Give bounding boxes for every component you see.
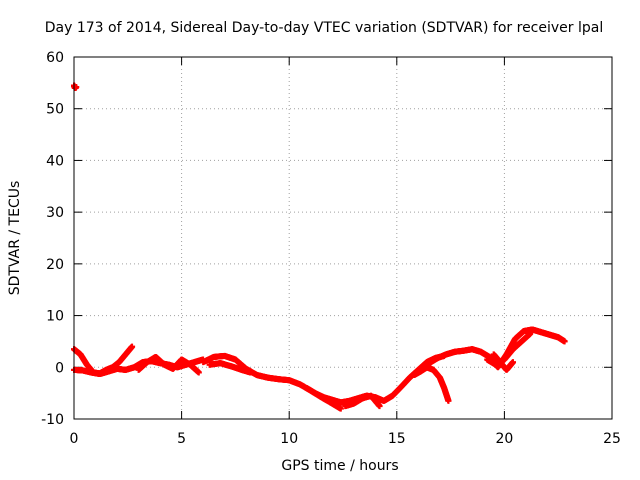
data-points bbox=[71, 82, 568, 412]
data-point bbox=[510, 359, 517, 366]
series-arc-c bbox=[135, 353, 202, 376]
axis-ticks: 0 5 10 15 20 25 -10 0 10 20 30 40 50 60 bbox=[41, 50, 621, 447]
y-tick-label: 30 bbox=[46, 205, 64, 221]
series-arc-k bbox=[490, 351, 517, 373]
plot-frame bbox=[73, 56, 613, 420]
series-arc-h bbox=[411, 364, 452, 404]
y-axis-label: SDTVAR / TECUs bbox=[7, 181, 23, 296]
y-tick-label: 50 bbox=[46, 102, 64, 118]
series-outlier bbox=[71, 82, 80, 92]
series-arc-e bbox=[206, 360, 254, 376]
y-tick-label: 10 bbox=[46, 309, 64, 325]
x-tick-label: 10 bbox=[280, 431, 298, 447]
grid bbox=[74, 57, 612, 419]
y-tick-label: 60 bbox=[46, 50, 64, 66]
series-arc-g bbox=[342, 392, 383, 410]
chart-title: Day 173 of 2014, Sidereal Day-to-day VTE… bbox=[45, 20, 603, 36]
x-tick-label: 5 bbox=[177, 431, 186, 447]
x-tick-label: 15 bbox=[388, 431, 406, 447]
data-point bbox=[337, 405, 344, 412]
x-tick-label: 0 bbox=[70, 431, 79, 447]
y-tick-label: 40 bbox=[46, 153, 64, 169]
x-axis-label: GPS time / hours bbox=[281, 458, 398, 474]
y-tick-label: -10 bbox=[41, 412, 64, 428]
data-point bbox=[195, 369, 202, 376]
data-point bbox=[247, 369, 254, 376]
data-point bbox=[129, 343, 136, 350]
data-point bbox=[445, 397, 452, 404]
data-point bbox=[527, 330, 534, 337]
x-tick-label: 20 bbox=[495, 431, 513, 447]
series-arc-j bbox=[484, 330, 534, 368]
data-point bbox=[561, 338, 568, 345]
x-tick-label: 25 bbox=[603, 431, 621, 447]
y-tick-label: 0 bbox=[55, 360, 64, 376]
y-tick-label: 20 bbox=[46, 257, 64, 273]
data-point bbox=[376, 403, 383, 410]
